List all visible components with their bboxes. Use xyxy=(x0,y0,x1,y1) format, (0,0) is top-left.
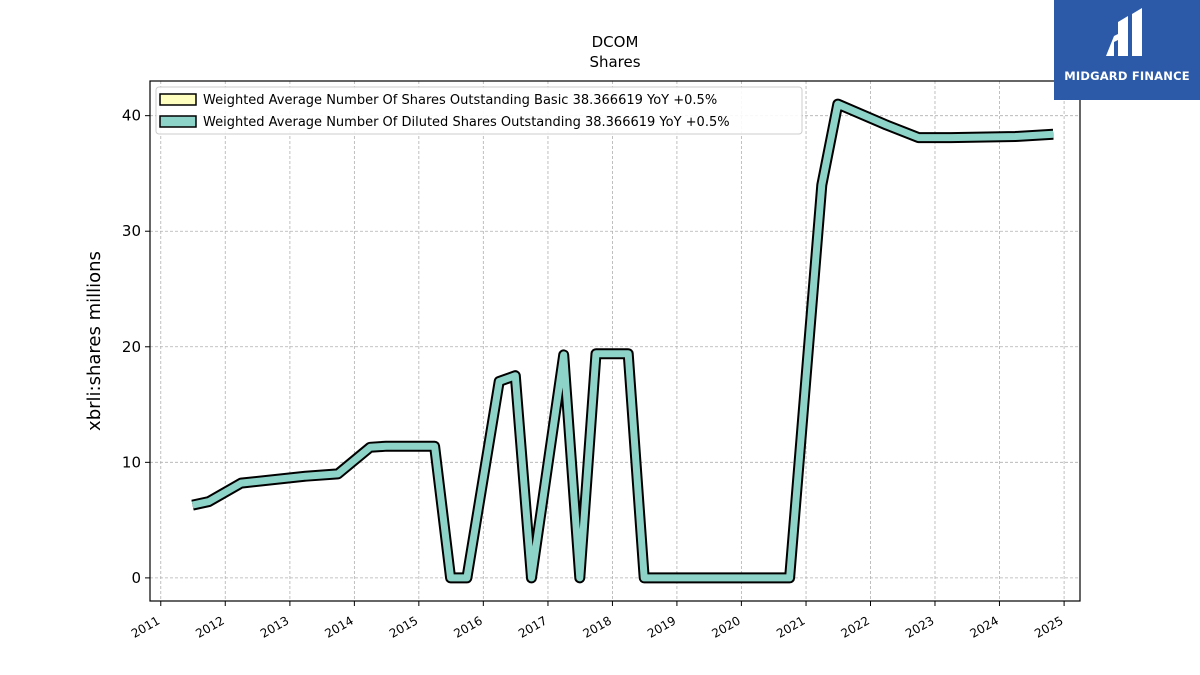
legend-swatch-basic xyxy=(159,93,197,106)
series-1 xyxy=(191,98,1054,584)
x-tick-label: 2013 xyxy=(258,613,291,640)
x-tick-label: 2015 xyxy=(387,613,420,640)
series-line xyxy=(191,100,1054,582)
chart-title: DCOM xyxy=(592,33,639,51)
legend-box xyxy=(155,86,803,135)
x-tick-label: 2017 xyxy=(516,613,549,640)
y-axis-label: xbrli:shares millions xyxy=(84,251,105,431)
legend-label-basic: Weighted Average Number Of Shares Outsta… xyxy=(203,93,717,108)
series-0 xyxy=(191,99,1054,583)
x-tick-label: 2021 xyxy=(774,613,807,640)
series-line-outline xyxy=(191,99,1054,583)
series-line-outline xyxy=(191,98,1054,584)
plot-frame xyxy=(149,80,1081,602)
x-tick-label: 2011 xyxy=(129,613,162,640)
grid xyxy=(150,81,1080,601)
brand-logo: MIDGARD FINANCE xyxy=(1054,0,1200,100)
x-tick-label: 2016 xyxy=(451,613,484,640)
y-tick-label: 10 xyxy=(122,453,141,471)
x-tick-label: 2018 xyxy=(580,613,613,640)
x-axis: 2011 2012 2013 2014 2015 2016 2017 2018 2019 2020… xyxy=(129,601,1066,641)
y-axis: 0 10 20 30 40 xyxy=(122,107,150,587)
x-tick-label: 2022 xyxy=(839,613,872,640)
x-tick-label: 2024 xyxy=(967,613,1000,640)
y-tick-label: 30 xyxy=(122,222,141,240)
x-tick-label: 2023 xyxy=(903,613,936,640)
y-tick-label: 0 xyxy=(131,569,141,587)
legend-swatch-diluted xyxy=(159,115,197,128)
brand-name: MIDGARD FINANCE xyxy=(1064,69,1190,83)
legend-label-diluted: Weighted Average Number Of Diluted Share… xyxy=(203,115,730,130)
x-tick-label: 2014 xyxy=(322,613,355,640)
logo-mark-icon xyxy=(1106,8,1142,56)
legend: Weighted Average Number Of Shares Outsta… xyxy=(155,86,803,135)
y-tick-label: 20 xyxy=(122,338,141,356)
x-tick-label: 2019 xyxy=(645,613,678,640)
x-tick-label: 2020 xyxy=(709,613,742,640)
y-tick-label: 40 xyxy=(122,107,141,125)
series-line xyxy=(191,101,1054,581)
chart-subtitle: Shares xyxy=(589,53,640,71)
x-tick-label: 2025 xyxy=(1032,613,1065,640)
series-lines xyxy=(191,98,1054,584)
x-tick-label: 2012 xyxy=(193,613,226,640)
